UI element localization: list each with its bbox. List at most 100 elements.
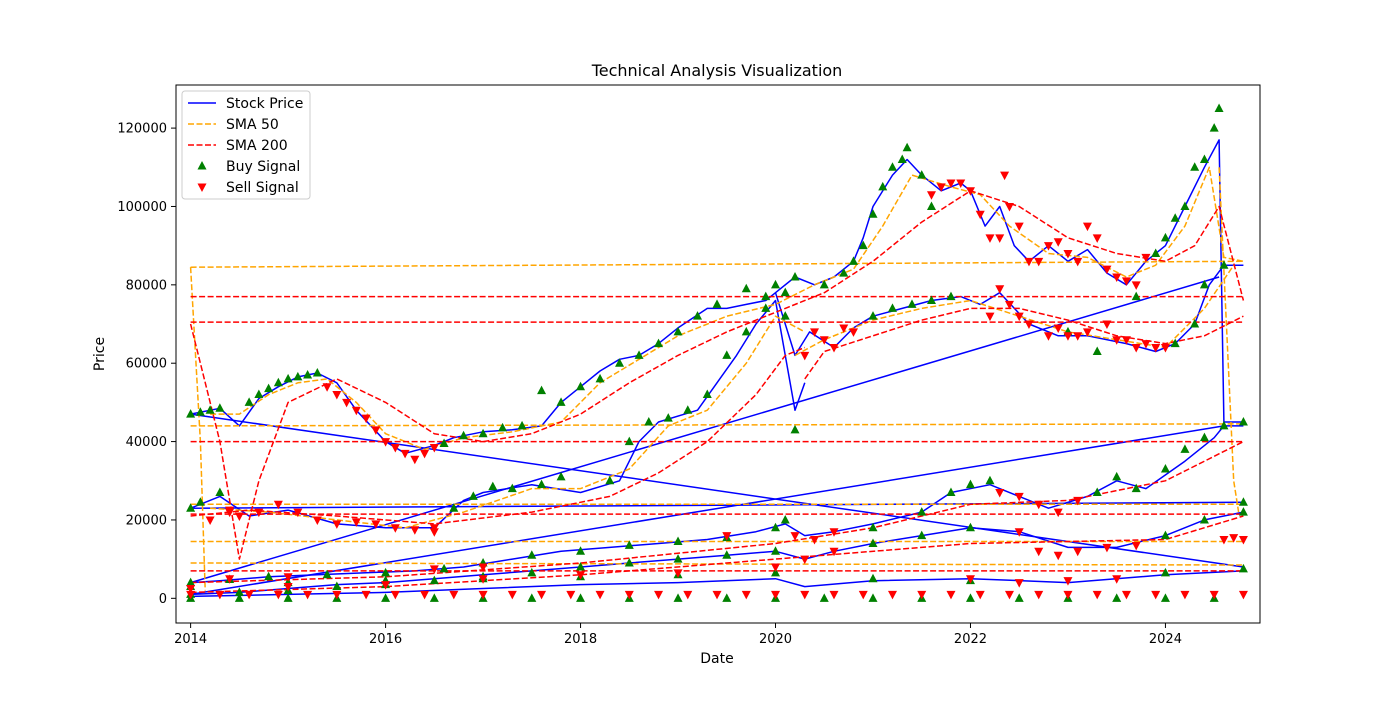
buy-signal-marker-161 xyxy=(1160,567,1170,577)
sell-signal-marker-75 xyxy=(722,532,732,541)
buy-signal-marker-101 xyxy=(985,475,995,485)
buy-signal-marker-95 xyxy=(771,522,781,532)
sell-signal-marker-38 xyxy=(819,336,829,345)
legend-box xyxy=(181,90,311,200)
sell-signal-marker-109 xyxy=(507,590,517,600)
series-line-stock-price-7 xyxy=(190,276,1220,584)
buy-signal-marker-73 xyxy=(605,475,615,485)
legend-label-sma-50: SMA 50 xyxy=(226,117,279,133)
sell-signal-marker-77 xyxy=(810,536,820,545)
buy-signal-marker-122 xyxy=(771,546,781,555)
sell-signal-marker-26 xyxy=(1053,238,1063,247)
buy-signal-marker-27 xyxy=(741,283,751,293)
buy-signal-marker-141 xyxy=(722,593,732,602)
sell-signal-marker-4 xyxy=(361,414,371,424)
x-axis-label: Date xyxy=(700,651,733,667)
buy-signal-marker-100 xyxy=(965,479,975,489)
sell-signal-marker-122 xyxy=(887,590,897,600)
buy-signal-marker-102 xyxy=(1092,487,1102,497)
sell-signal-marker-1 xyxy=(332,391,342,400)
sell-signal-marker-65 xyxy=(332,520,342,529)
legend-label-sma-200: SMA 200 xyxy=(226,138,288,154)
series-line-sma-50-16 xyxy=(210,166,1244,451)
y-tick-label-1: 20000 xyxy=(126,513,167,528)
buy-signal-marker-10 xyxy=(303,369,313,379)
buy-signal-marker-9 xyxy=(293,371,303,381)
buy-signal-marker-30 xyxy=(790,272,800,281)
buy-signal-marker-64 xyxy=(186,503,196,512)
buy-signal-marker-34 xyxy=(858,240,868,250)
buy-signal-marker-16 xyxy=(517,420,527,430)
sell-signal-marker-68 xyxy=(390,524,400,533)
sell-signal-marker-53 xyxy=(1112,336,1122,345)
sell-signal-marker-143 xyxy=(1014,579,1024,588)
buy-signal-marker-5 xyxy=(254,389,264,399)
buy-signal-marker-32 xyxy=(839,268,849,277)
sell-signal-marker-49 xyxy=(1063,332,1073,341)
buy-signal-marker-38 xyxy=(897,154,907,163)
buy-signal-marker-60 xyxy=(1170,338,1180,348)
sell-signal-marker-42 xyxy=(985,312,995,322)
sell-signal-marker-142 xyxy=(965,575,975,584)
buy-signal-marker-72 xyxy=(556,471,566,481)
buy-signal-marker-52 xyxy=(790,424,800,434)
x-tick-label-3: 2020 xyxy=(759,632,792,647)
sell-signal-marker-23 xyxy=(1024,257,1034,267)
sell-signal-marker-91 xyxy=(1053,551,1063,561)
x-tick-label-2: 2018 xyxy=(564,632,597,647)
sell-signal-marker-88 xyxy=(829,547,839,557)
sell-signal-marker-0 xyxy=(322,383,332,392)
buy-signal-marker-39 xyxy=(902,142,912,152)
sell-signal-marker-31 xyxy=(1102,265,1112,275)
sell-signal-marker-22 xyxy=(1014,222,1024,232)
buy-signal-marker-117 xyxy=(527,567,537,577)
sell-signal-marker-144 xyxy=(1063,577,1073,586)
buy-signal-marker-63 xyxy=(1219,260,1229,269)
sell-signal-marker-82 xyxy=(1053,508,1063,518)
buy-signal-marker-66 xyxy=(215,487,225,497)
buy-signal-marker-138 xyxy=(576,593,586,602)
sell-signal-marker-125 xyxy=(975,590,985,600)
sell-signal-marker-40 xyxy=(839,324,849,333)
buy-signal-marker-3 xyxy=(215,403,225,412)
sell-signal-marker-81 xyxy=(1034,500,1044,510)
series-line-sma-50-10 xyxy=(190,260,1244,268)
buy-signal-marker-70 xyxy=(507,483,517,493)
buy-signal-marker-77 xyxy=(683,405,693,414)
buy-signal-marker-109 xyxy=(1238,416,1248,426)
buy-signal-marker-2 xyxy=(205,405,215,414)
sell-signal-marker-25 xyxy=(1043,242,1053,251)
sell-signal-marker-76 xyxy=(790,532,800,541)
buy-signal-marker-127 xyxy=(1199,514,1209,524)
buy-signal-marker-126 xyxy=(1160,530,1170,540)
sell-signal-marker-24 xyxy=(1034,257,1044,267)
y-tick-label-4: 80000 xyxy=(126,278,167,293)
buy-signal-marker-144 xyxy=(868,593,878,602)
buy-signal-marker-80 xyxy=(741,326,751,336)
buy-signal-marker-96 xyxy=(780,514,790,524)
x-tick-label-1: 2016 xyxy=(369,632,402,647)
x-tick-label-0: 2014 xyxy=(174,632,207,647)
y-axis-label: Price xyxy=(92,337,108,371)
series-line-sma-50-19 xyxy=(1218,167,1240,513)
sell-signal-marker-140 xyxy=(673,569,683,578)
buy-signal-marker-55 xyxy=(907,299,917,308)
series-line-stock-price-2 xyxy=(190,299,806,529)
sell-signal-marker-141 xyxy=(771,563,781,572)
buy-signal-marker-87 xyxy=(381,567,391,577)
buy-signal-marker-121 xyxy=(722,550,732,559)
buy-signal-marker-118 xyxy=(576,561,586,571)
sell-signal-marker-136 xyxy=(283,583,293,592)
sell-signal-marker-130 xyxy=(1121,590,1131,600)
sell-signal-marker-83 xyxy=(1073,496,1083,506)
buy-signal-marker-23 xyxy=(654,338,664,348)
buy-signal-marker-111 xyxy=(234,587,244,596)
x-tick-label-5: 2024 xyxy=(1149,632,1182,647)
buy-signal-marker-57 xyxy=(946,291,956,301)
buy-signal-marker-143 xyxy=(819,593,829,602)
y-tick-label-3: 60000 xyxy=(126,357,167,372)
buy-signal-marker-113 xyxy=(332,581,342,591)
buy-signal-marker-81 xyxy=(761,303,771,312)
sell-signal-marker-19 xyxy=(995,234,1005,243)
